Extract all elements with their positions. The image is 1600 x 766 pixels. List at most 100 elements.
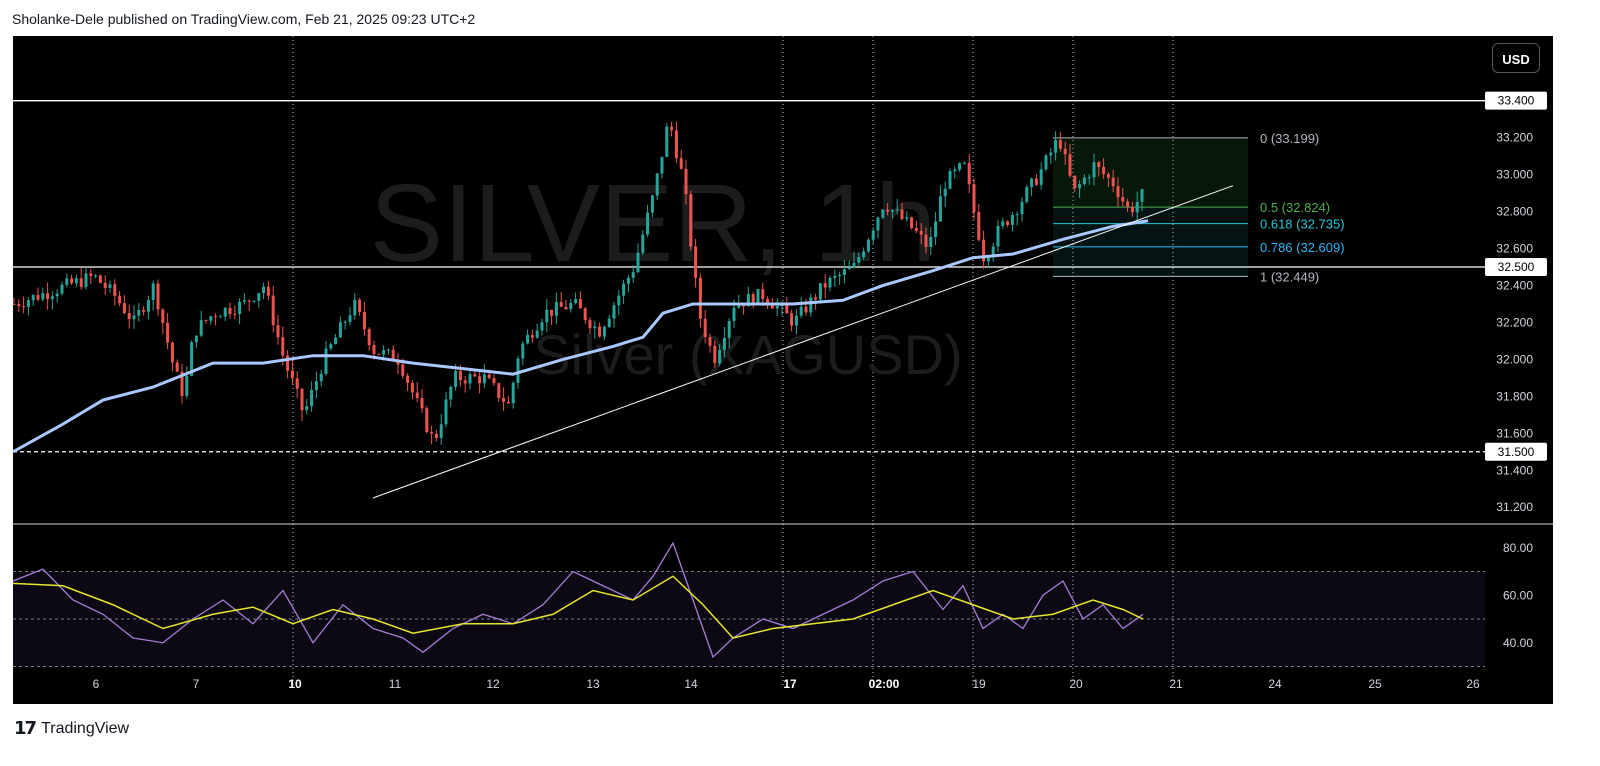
tradingview-logo[interactable]: 17 TradingView: [14, 718, 129, 740]
candle-body: [396, 361, 400, 365]
candle-body: [972, 184, 976, 212]
candle-body: [708, 337, 712, 346]
candle-body: [919, 230, 923, 235]
candle-body: [578, 299, 582, 309]
candle-body: [209, 316, 213, 321]
candle-body: [271, 295, 275, 326]
candle-body: [564, 306, 568, 310]
candle-body: [814, 297, 818, 300]
candle-body: [924, 234, 928, 247]
candle-body: [1049, 152, 1053, 156]
candle-body: [55, 293, 59, 297]
candle-body: [506, 401, 510, 404]
time-tick: 10: [288, 677, 302, 691]
candle-body: [103, 282, 107, 288]
candle-body: [953, 169, 957, 172]
candle-body: [266, 286, 270, 296]
candle-body: [799, 306, 803, 316]
candle-body: [593, 326, 597, 329]
candle-body: [967, 162, 971, 185]
candle-body: [22, 306, 26, 308]
level-price-tag: [1485, 257, 1547, 276]
candle-body: [526, 335, 530, 344]
publish-info: Sholanke-Dele published on TradingView.c…: [12, 11, 476, 27]
candle-body: [929, 237, 933, 247]
candle-body: [727, 320, 731, 338]
candle-body: [238, 301, 242, 315]
candle-body: [910, 217, 914, 229]
candle-body: [914, 228, 918, 231]
candle-body: [1111, 177, 1115, 187]
currency-button[interactable]: USD: [1492, 43, 1540, 73]
candle-body: [94, 275, 98, 277]
candle-body: [1078, 184, 1082, 189]
candle-body: [986, 256, 990, 262]
time-tick: 21: [1169, 677, 1183, 691]
price-tick: 33.200: [1496, 131, 1533, 145]
candle-body: [406, 375, 410, 383]
candle-body: [1006, 221, 1010, 225]
candle-body: [545, 309, 549, 323]
candle-body: [151, 283, 155, 301]
candle-body: [223, 307, 227, 317]
rsi-band: [13, 571, 1485, 667]
candle-body: [746, 294, 750, 307]
candle-body: [607, 318, 611, 327]
price-tick: 33.000: [1496, 168, 1533, 182]
candle-body: [204, 320, 208, 322]
chart-area[interactable]: SILVER, 1h Silver (XAGUSD) 0 (33.199) 0.5 (…: [13, 36, 1553, 704]
candle-body: [415, 392, 419, 399]
candle-body: [1140, 189, 1144, 202]
candle-body: [386, 349, 390, 351]
candle-body: [410, 382, 414, 393]
candle-body: [190, 342, 194, 376]
candle-body: [372, 345, 376, 354]
candle-body: [977, 211, 981, 240]
candle-body: [1015, 214, 1019, 216]
candle-body: [425, 408, 429, 433]
candle-body: [41, 293, 45, 300]
candle-body: [79, 278, 83, 287]
candle-body: [689, 194, 693, 247]
rsi-tick: 60.00: [1503, 588, 1533, 602]
candle-body: [252, 300, 256, 302]
candle-body: [646, 212, 650, 235]
price-tick: 32.200: [1496, 315, 1533, 329]
trendline: [372, 185, 1234, 499]
time-tick: 11: [389, 677, 402, 691]
candle-body: [434, 433, 438, 439]
candle-body: [530, 335, 534, 338]
candle-body: [401, 364, 405, 376]
level-price-label: 32.500: [1498, 260, 1535, 274]
candle-body: [766, 299, 770, 304]
candle-body: [84, 273, 88, 287]
candle-body: [89, 273, 93, 276]
price-tick: 31.200: [1496, 500, 1533, 514]
candle-body: [185, 375, 189, 396]
candle-body: [732, 307, 736, 321]
candle-body: [569, 303, 573, 310]
candle-body: [718, 349, 722, 364]
candle-body: [631, 272, 635, 278]
candle-body: [439, 424, 443, 439]
candle-body: [698, 277, 702, 319]
candle-body: [809, 297, 813, 313]
candle-body: [420, 398, 424, 409]
candle-body: [310, 390, 314, 407]
candle-body: [881, 209, 885, 218]
candle-body: [655, 173, 659, 196]
candle-body: [958, 163, 962, 170]
candle-body: [598, 326, 602, 337]
price-chart[interactable]: SILVER, 1h Silver (XAGUSD) 0 (33.199) 0.5 (…: [13, 36, 1553, 704]
candle-body: [31, 294, 35, 301]
time-tick: 25: [1368, 677, 1382, 691]
candle-body: [574, 299, 578, 304]
candle-body: [367, 329, 371, 346]
candle-body: [1020, 201, 1024, 215]
candle-body: [458, 371, 462, 381]
candle-body: [444, 399, 448, 425]
candle-body: [1097, 162, 1101, 167]
candle-body: [1121, 197, 1125, 202]
candle-body: [343, 321, 347, 323]
candle-body: [74, 278, 78, 284]
